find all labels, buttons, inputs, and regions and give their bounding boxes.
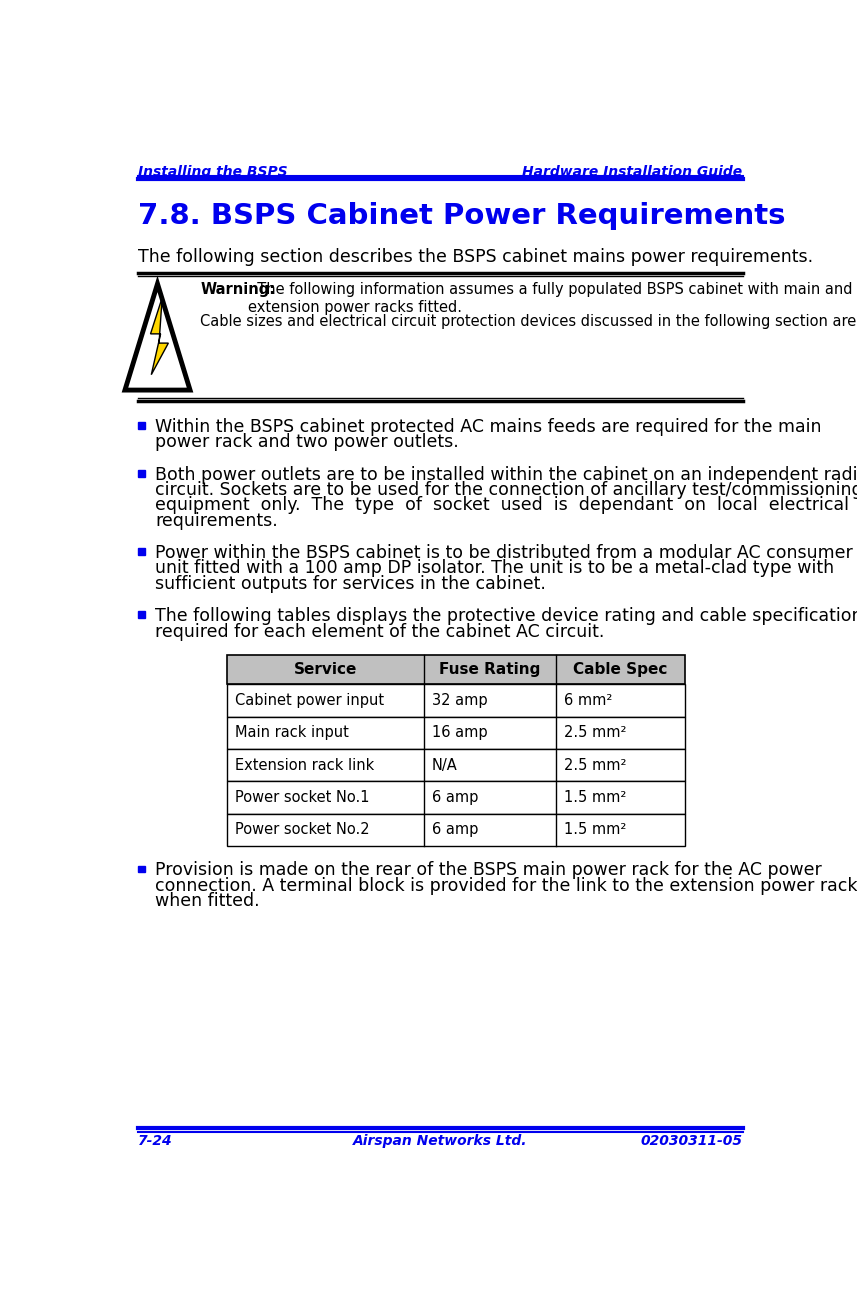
Text: Both power outlets are to be installed within the cabinet on an independent radi: Both power outlets are to be installed w… <box>155 465 857 484</box>
Bar <box>227 684 685 716</box>
Text: required for each element of the cabinet AC circuit.: required for each element of the cabinet… <box>155 623 604 641</box>
Text: power rack and two power outlets.: power rack and two power outlets. <box>155 433 459 451</box>
Polygon shape <box>151 298 168 374</box>
Text: 2.5 mm²: 2.5 mm² <box>564 758 626 772</box>
Text: Within the BSPS cabinet protected AC mains feeds are required for the main: Within the BSPS cabinet protected AC mai… <box>155 417 822 436</box>
Text: Main rack input: Main rack input <box>235 725 349 740</box>
Text: when fitted.: when fitted. <box>155 892 260 910</box>
Bar <box>227 655 685 684</box>
Text: equipment  only.  The  type  of  socket  used  is  dependant  on  local  electri: equipment only. The type of socket used … <box>155 497 849 515</box>
Text: 2.5 mm²: 2.5 mm² <box>564 725 626 740</box>
Text: The following tables displays the protective device rating and cable specificati: The following tables displays the protec… <box>155 607 857 625</box>
Text: unit fitted with a 100 amp DP isolator. The unit is to be a metal-clad type with: unit fitted with a 100 amp DP isolator. … <box>155 559 835 577</box>
Text: Airspan Networks Ltd.: Airspan Networks Ltd. <box>353 1134 528 1148</box>
Text: Installing the BSPS: Installing the BSPS <box>138 165 288 179</box>
Text: 02030311-05: 02030311-05 <box>641 1134 743 1148</box>
Bar <box>138 866 145 872</box>
Text: 7-24: 7-24 <box>138 1134 173 1148</box>
Text: 16 amp: 16 amp <box>432 725 488 740</box>
Text: Cabinet power input: Cabinet power input <box>235 693 384 709</box>
Text: sufficient outputs for services in the cabinet.: sufficient outputs for services in the c… <box>155 575 546 593</box>
Text: Extension rack link: Extension rack link <box>235 758 375 772</box>
Text: Cable Spec: Cable Spec <box>573 662 668 677</box>
Text: 6 amp: 6 amp <box>432 790 478 805</box>
Text: 7.8. BSPS Cabinet Power Requirements: 7.8. BSPS Cabinet Power Requirements <box>138 203 786 230</box>
Text: 6 mm²: 6 mm² <box>564 693 613 709</box>
Bar <box>227 716 685 749</box>
Text: Hardware Installation Guide: Hardware Installation Guide <box>523 165 743 179</box>
Text: 1.5 mm²: 1.5 mm² <box>564 823 626 837</box>
Text: Power within the BSPS cabinet is to be distributed from a modular AC consumer: Power within the BSPS cabinet is to be d… <box>155 545 853 562</box>
Bar <box>227 781 685 814</box>
Bar <box>138 469 145 477</box>
Text: Power socket No.1: Power socket No.1 <box>235 790 369 805</box>
Text: N/A: N/A <box>432 758 458 772</box>
Text: Cable sizes and electrical circuit protection devices discussed in the following: Cable sizes and electrical circuit prote… <box>201 313 857 329</box>
Text: connection. A terminal block is provided for the link to the extension power rac: connection. A terminal block is provided… <box>155 876 857 894</box>
Text: 6 amp: 6 amp <box>432 823 478 837</box>
Text: Power socket No.2: Power socket No.2 <box>235 823 369 837</box>
Text: Warning:: Warning: <box>201 282 275 298</box>
Text: Fuse Rating: Fuse Rating <box>440 662 541 677</box>
Polygon shape <box>125 283 190 390</box>
Text: 1.5 mm²: 1.5 mm² <box>564 790 626 805</box>
Text: 32 amp: 32 amp <box>432 693 488 709</box>
Text: requirements.: requirements. <box>155 512 278 529</box>
Text: The following section describes the BSPS cabinet mains power requirements.: The following section describes the BSPS… <box>138 248 813 266</box>
Text: The following information assumes a fully populated BSPS cabinet with main and e: The following information assumes a full… <box>249 282 853 315</box>
Bar <box>227 814 685 846</box>
Bar <box>138 611 145 619</box>
Bar <box>227 749 685 781</box>
Bar <box>138 549 145 555</box>
Text: Service: Service <box>294 662 357 677</box>
Text: Provision is made on the rear of the BSPS main power rack for the AC power: Provision is made on the rear of the BSP… <box>155 862 822 879</box>
Text: circuit. Sockets are to be used for the connection of ancillary test/commissioni: circuit. Sockets are to be used for the … <box>155 481 857 499</box>
Bar <box>138 422 145 429</box>
